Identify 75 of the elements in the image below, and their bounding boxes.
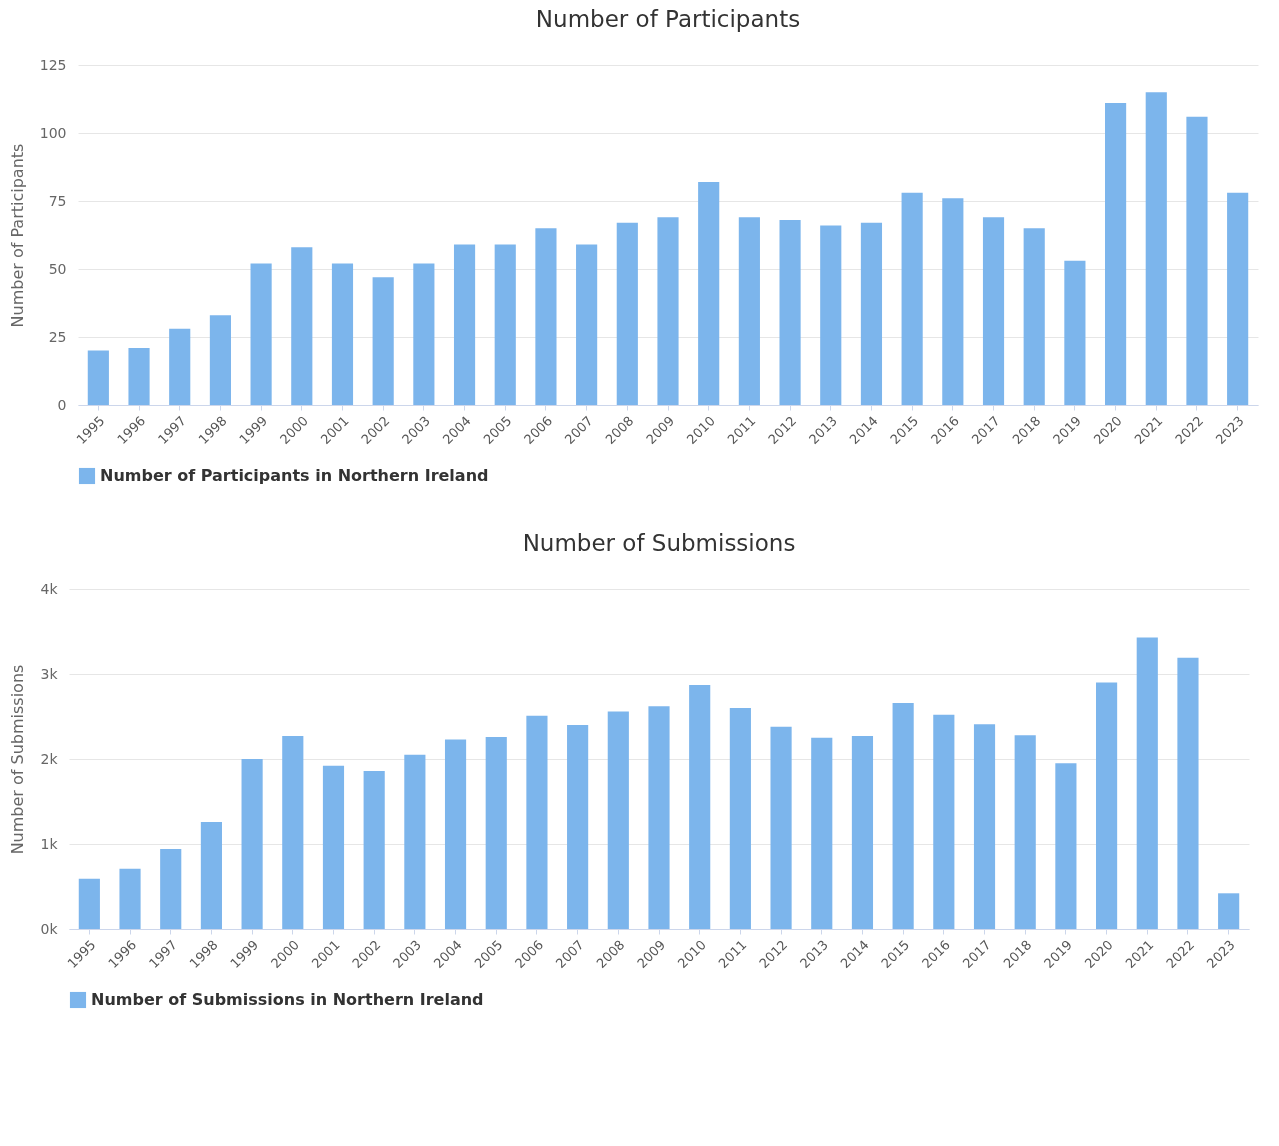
bar bbox=[657, 217, 679, 405]
bar bbox=[567, 725, 589, 929]
y-tick-label: 2k bbox=[40, 750, 59, 767]
bar bbox=[453, 244, 476, 405]
bar bbox=[160, 849, 182, 929]
bar bbox=[494, 244, 516, 405]
bar bbox=[535, 228, 557, 405]
bar bbox=[933, 714, 955, 929]
y-axis-title: Number of Participants bbox=[7, 143, 27, 328]
bar bbox=[811, 737, 833, 929]
chart-title: Number of Submissions bbox=[522, 530, 796, 556]
bar bbox=[250, 263, 272, 405]
y-axis-title: Number of Submissions bbox=[8, 664, 28, 855]
y-tick-label: 100 bbox=[39, 124, 67, 141]
chart-title: Number of Participants bbox=[535, 6, 801, 32]
bar bbox=[729, 708, 751, 929]
bar bbox=[485, 736, 507, 929]
bar bbox=[1145, 92, 1167, 405]
y-tick-label: 75 bbox=[48, 192, 67, 209]
y-tick-label: 1k bbox=[40, 835, 59, 852]
bar bbox=[648, 706, 670, 929]
bar bbox=[1177, 657, 1199, 929]
bar bbox=[372, 277, 394, 405]
bar bbox=[1105, 103, 1127, 405]
legend-label: Number of Participants in Northern Ireland bbox=[100, 466, 489, 485]
bar bbox=[1186, 116, 1208, 405]
y-tick-label: 4k bbox=[40, 580, 59, 597]
bar bbox=[851, 736, 874, 929]
bar bbox=[1227, 192, 1249, 405]
bar bbox=[698, 181, 720, 405]
y-tick-label: 0k bbox=[40, 920, 59, 937]
bar bbox=[607, 711, 629, 929]
bar bbox=[526, 715, 548, 929]
bar bbox=[1136, 637, 1158, 929]
legend-label: Number of Submissions in Northern Ireland bbox=[91, 990, 484, 1009]
bar bbox=[282, 736, 304, 929]
bar bbox=[87, 350, 109, 405]
bar bbox=[444, 739, 467, 929]
bar bbox=[770, 726, 792, 929]
bar bbox=[973, 724, 996, 929]
y-tick-label: 25 bbox=[48, 328, 67, 345]
bar bbox=[860, 222, 883, 405]
bar bbox=[169, 328, 191, 405]
bar bbox=[291, 247, 313, 405]
bar bbox=[78, 878, 100, 929]
bar bbox=[322, 765, 345, 929]
bar bbox=[331, 263, 354, 405]
bar bbox=[1096, 682, 1118, 929]
bar bbox=[1014, 735, 1036, 929]
bar bbox=[689, 685, 711, 929]
y-tick-label: 0 bbox=[57, 396, 67, 413]
bar bbox=[413, 263, 435, 405]
bar bbox=[1023, 228, 1045, 405]
bar bbox=[363, 770, 385, 929]
bar bbox=[779, 220, 801, 405]
bar bbox=[738, 217, 760, 405]
y-tick-label: 125 bbox=[39, 56, 67, 73]
bar bbox=[128, 347, 150, 405]
bar bbox=[942, 198, 964, 405]
y-tick-label: 50 bbox=[48, 260, 67, 277]
bar bbox=[1055, 763, 1077, 929]
bar bbox=[901, 192, 923, 405]
bar bbox=[820, 225, 842, 405]
bar bbox=[119, 868, 141, 929]
bar bbox=[1064, 260, 1086, 405]
bar bbox=[892, 702, 914, 929]
bar bbox=[200, 821, 222, 929]
bar bbox=[404, 754, 426, 929]
bar bbox=[576, 244, 598, 405]
bar bbox=[982, 217, 1005, 405]
bar bbox=[209, 315, 231, 405]
bar bbox=[241, 759, 263, 929]
y-tick-label: 3k bbox=[40, 665, 59, 682]
bar bbox=[1218, 893, 1240, 929]
bar bbox=[616, 222, 638, 405]
